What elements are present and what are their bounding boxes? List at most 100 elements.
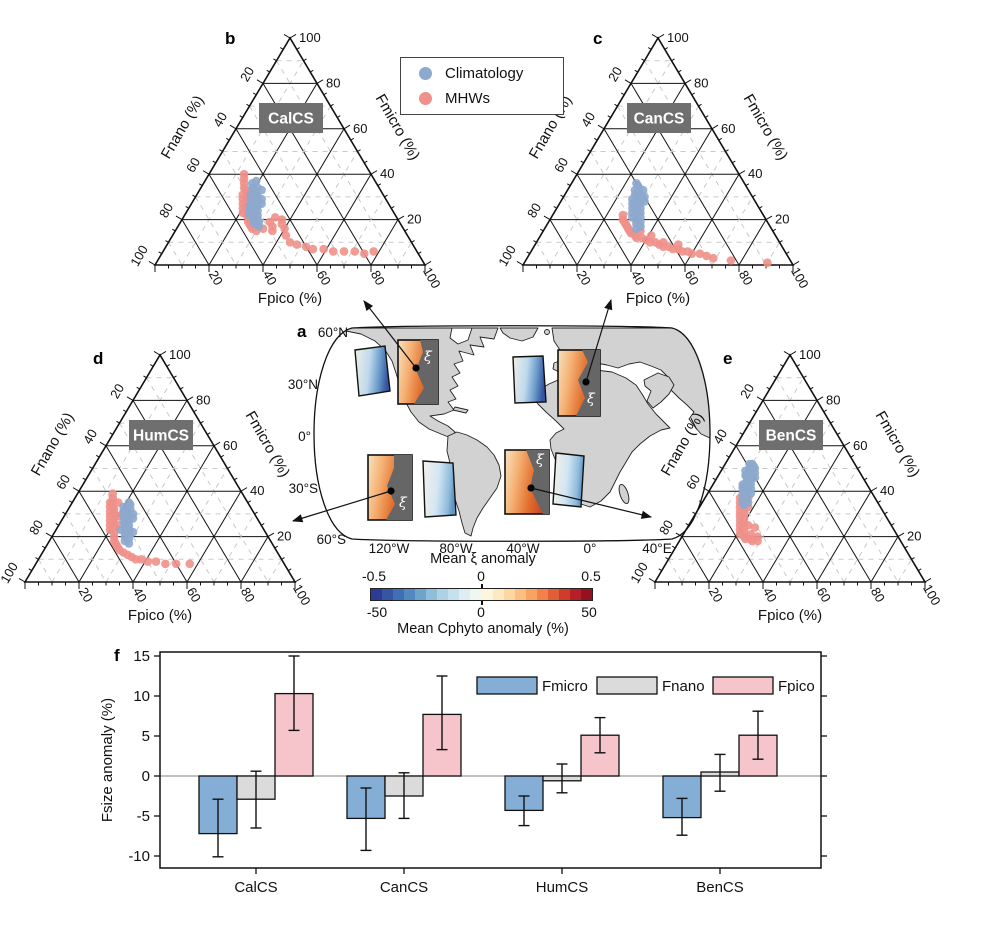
cuba-island <box>452 406 469 414</box>
ternary-ticks <box>18 350 302 589</box>
colorbar-segment <box>448 589 460 600</box>
svg-text:100: 100 <box>299 30 321 45</box>
cancs-region-box <box>512 355 547 404</box>
humcs-inset-land <box>386 455 412 520</box>
lat-label: 0° <box>298 429 311 444</box>
region-label-chip: HumCS <box>129 420 193 450</box>
svg-text:60: 60 <box>683 472 703 492</box>
legend-label-fpico: Fpico <box>778 678 815 695</box>
xi-symbol: ξ <box>536 452 545 468</box>
arrow-to-panel-b <box>363 300 417 369</box>
category-label: BenCS <box>696 879 744 896</box>
ternary-grid <box>38 377 282 583</box>
svg-text:20: 20 <box>407 212 421 227</box>
scatter-climatology <box>116 498 138 548</box>
svg-text:100: 100 <box>420 265 444 291</box>
colorbar-segment <box>393 589 405 600</box>
fnano-axis-label: Fnano (%) <box>28 410 78 479</box>
calcs-inset-land <box>414 340 438 404</box>
xi-symbol: ξ <box>399 495 408 511</box>
svg-text:100: 100 <box>169 347 191 362</box>
fpico-axis-label: Fpico (%) <box>758 607 822 624</box>
panel-d-ternary: 20 20 20 40 40 40 60 60 60 80 80 80 100 100 100 Fnano (… <box>0 347 314 624</box>
svg-text:20: 20 <box>206 268 226 288</box>
svg-text:100: 100 <box>290 582 314 608</box>
svg-text:40: 40 <box>760 585 780 605</box>
fnano-axis-label: Fnano (%) <box>658 410 708 479</box>
svg-text:60: 60 <box>551 155 571 175</box>
humcs-xi-inset: ξ <box>367 454 413 521</box>
humcs-region-box <box>422 460 457 518</box>
panel-letter: e <box>723 349 732 368</box>
svg-text:100: 100 <box>920 582 944 608</box>
svg-text:10: 10 <box>133 688 150 705</box>
svg-text:40: 40 <box>130 585 150 605</box>
fpico-axis-label: Fpico (%) <box>258 290 322 307</box>
svg-text:100: 100 <box>127 243 151 269</box>
madagascar-island <box>618 483 630 505</box>
colorbar-segment <box>426 589 438 600</box>
bar-axes: -10 -5 0 5 10 15 CalCS CanCS HumCS BenCS <box>128 648 827 896</box>
colorbar-segment <box>525 589 537 600</box>
svg-text:BenCS: BenCS <box>766 428 817 445</box>
legend-item-climatology: Climatology <box>419 65 563 82</box>
fpico-axis-label: Fpico (%) <box>128 607 192 624</box>
colorbar-segment <box>404 589 416 600</box>
arrow-to-panel-e <box>530 487 653 519</box>
colorbar-bottom-tick-max: 50 <box>581 604 597 620</box>
legend-swatch-fmicro <box>476 676 538 695</box>
calcs-region-box <box>354 345 391 397</box>
colorbar-center-tick-bottom <box>481 601 483 605</box>
colorbar-top-tick-max: 0.5 <box>581 568 601 584</box>
arabia-landmass <box>643 372 675 409</box>
svg-text:40: 40 <box>710 427 730 447</box>
colorbar-segment <box>437 589 449 600</box>
svg-text:100: 100 <box>495 243 519 269</box>
colorbar-top-title: Mean ξ anomaly <box>430 551 536 567</box>
svg-text:20: 20 <box>574 268 594 288</box>
colorbar-bottom-title: Mean Cphyto anomaly (%) <box>397 621 569 637</box>
legend-label-climatology: Climatology <box>445 65 524 83</box>
africa-landmass <box>531 369 671 508</box>
greenland-landmass <box>499 327 539 342</box>
svg-text:60: 60 <box>314 268 334 288</box>
scatter-climatology <box>738 459 760 510</box>
legend-swatch-fpico <box>712 676 774 695</box>
colorbar-gradient <box>370 588 593 601</box>
ternary-frame <box>153 36 427 266</box>
colorbar-segment <box>492 589 504 600</box>
lat-label: 30°N <box>288 377 318 392</box>
colorbar-bottom-tick-zero: 0 <box>477 604 485 620</box>
panel-letter: b <box>225 29 235 48</box>
svg-text:60: 60 <box>53 472 73 492</box>
colorbar-top-tick-zero: 0 <box>477 568 485 584</box>
fnano-axis-label: Fnano (%) <box>158 93 208 162</box>
xi-symbol: ξ <box>587 391 596 407</box>
svg-text:60: 60 <box>353 121 367 136</box>
bar-frame <box>159 651 822 869</box>
legend-climatology-mhws: Climatology MHWs <box>400 57 564 115</box>
lon-label: 40°E <box>642 541 671 556</box>
bencs-inset-land <box>526 450 549 514</box>
colorbar-segment <box>371 589 383 600</box>
legend-label-mhws: MHWs <box>445 89 490 107</box>
svg-text:CalCS: CalCS <box>268 111 314 128</box>
legend-label-fnano: Fnano <box>662 678 705 695</box>
svg-text:20: 20 <box>107 381 127 401</box>
svg-text:100: 100 <box>788 265 812 291</box>
svg-text:40: 40 <box>578 110 598 130</box>
colorbar-segment <box>470 589 482 600</box>
map-connector-arrows <box>291 298 653 523</box>
fmicro-axis-label: Fmicro (%) <box>740 91 791 163</box>
svg-text:40: 40 <box>250 483 264 498</box>
y-axis-label: Fsize anomaly (%) <box>99 698 116 822</box>
svg-text:20: 20 <box>277 529 291 544</box>
svg-text:60: 60 <box>721 121 735 136</box>
panel-letter: a <box>297 322 307 341</box>
colorbar-segment <box>481 589 493 600</box>
svg-text:60: 60 <box>853 438 867 453</box>
svg-text:CanCS: CanCS <box>634 111 685 128</box>
lat-label: 60°N <box>318 325 348 340</box>
ternary-ticks <box>148 33 432 272</box>
